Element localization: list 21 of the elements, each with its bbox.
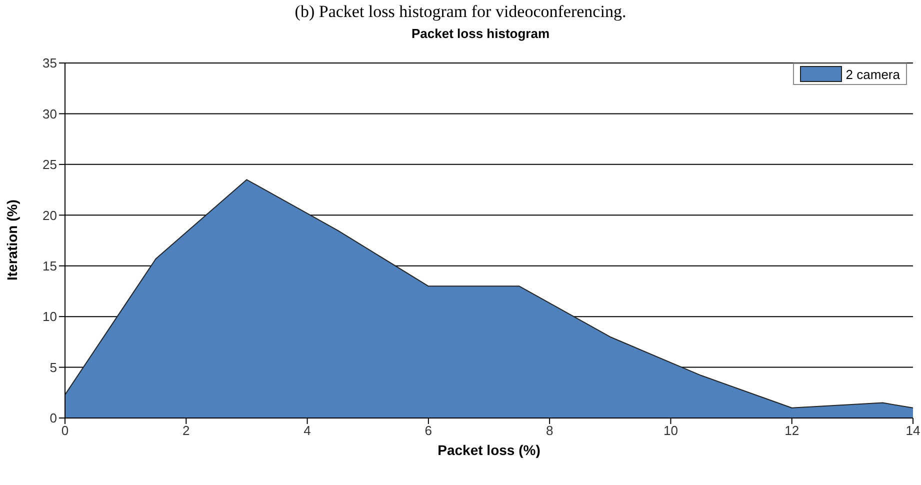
legend-label: 2 camera <box>846 66 900 82</box>
y-axis-title: Iteration (%) <box>4 200 20 280</box>
x-tick-label: 6 <box>424 423 432 438</box>
x-tick-label: 4 <box>304 423 311 438</box>
x-tick-label: 10 <box>663 423 678 438</box>
x-tick-label: 12 <box>784 423 800 438</box>
y-tick-label: 35 <box>42 56 57 71</box>
x-tick-label: 8 <box>546 423 554 438</box>
y-tick-label: 30 <box>42 106 57 122</box>
x-tick-label: 14 <box>906 423 920 438</box>
chart-title: (b) Packet loss histogram for videoconferencing. <box>294 2 628 22</box>
x-axis-title: Packet loss (%) <box>438 442 540 458</box>
x-tick-label: 2 <box>182 423 190 438</box>
y-tick-label: 10 <box>42 309 57 324</box>
y-tick-label: 15 <box>42 258 57 274</box>
y-tick-label: 5 <box>50 360 57 375</box>
x-tick-label: 0 <box>61 423 69 438</box>
y-tick-label: 0 <box>50 410 57 426</box>
chart-subtitle: Packet loss histogram <box>410 26 550 41</box>
y-tick-label: 20 <box>42 208 57 223</box>
y-tick-label: 25 <box>42 157 57 172</box>
